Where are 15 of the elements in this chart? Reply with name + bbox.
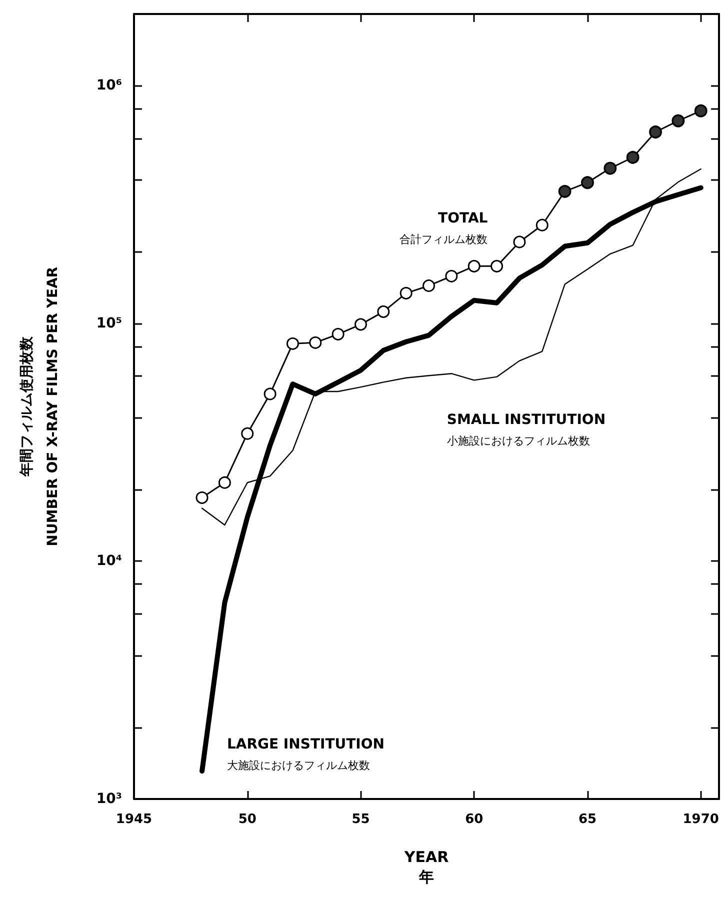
series-label: LARGE INSTITUTION 大施設におけるフィルム枚数 xyxy=(226,736,384,772)
x-tick-label: 60 xyxy=(465,812,484,827)
y-tick-label: 10⁶ xyxy=(96,78,122,94)
x-tick-label: 65 xyxy=(578,812,597,827)
x-tick-label: 55 xyxy=(352,812,370,827)
x-tick-label: 50 xyxy=(238,812,256,827)
y-tick-label: 10⁵ xyxy=(96,315,122,332)
x-tick-label: 1970 xyxy=(682,812,719,827)
y-tick-label: 10⁴ xyxy=(96,553,122,570)
x-tick-label: 1945 xyxy=(116,812,152,827)
text: SMALL INSTITUTION 小施設におけるフィルム枚数 xyxy=(446,412,606,448)
y-tick-label: 10³ xyxy=(96,791,122,807)
x-axis-title: YEAR 年 xyxy=(403,848,450,886)
y-axis-title: 年間フィルム使用枚数 NUMBER OF X-RAY FILMS PER YEAR xyxy=(19,266,61,546)
series-label: TOTAL 合計フィルム枚数 xyxy=(400,210,488,246)
